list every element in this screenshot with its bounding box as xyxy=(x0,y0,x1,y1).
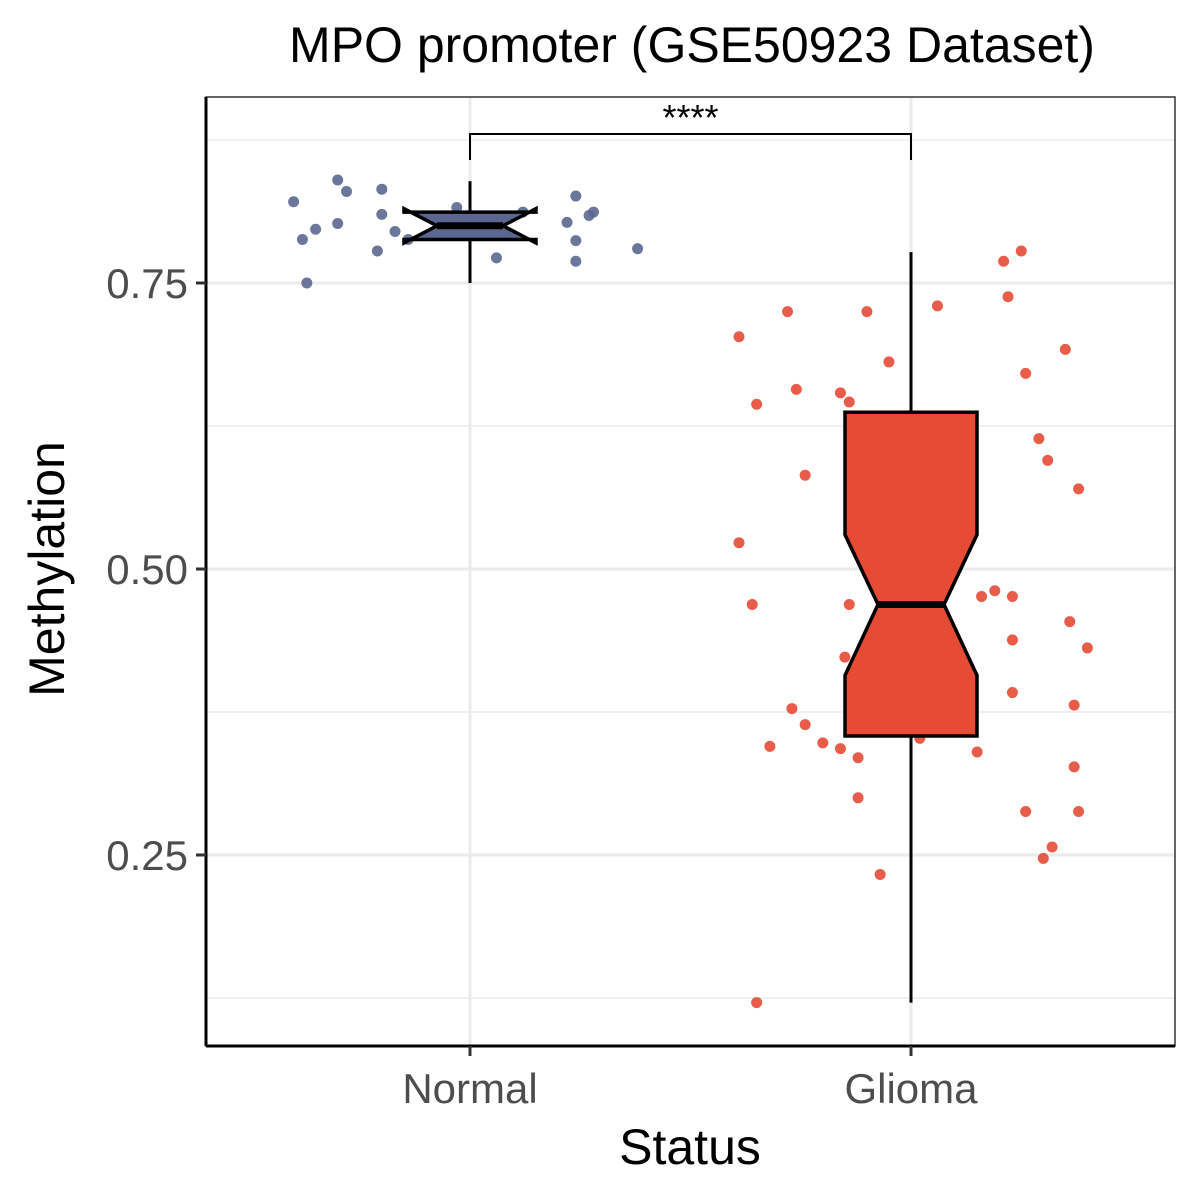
data-point-glioma xyxy=(989,585,1001,597)
data-point-glioma xyxy=(1037,852,1049,864)
data-point-glioma xyxy=(1073,806,1085,818)
data-point-glioma xyxy=(799,469,811,481)
data-point-glioma xyxy=(834,387,846,399)
data-point-glioma xyxy=(843,396,855,408)
data-point-normal xyxy=(389,226,401,238)
data-point-glioma xyxy=(1006,687,1018,699)
y-axis-title: Methylation xyxy=(19,441,75,697)
data-point-glioma xyxy=(733,537,745,549)
significance-label: **** xyxy=(662,97,718,138)
data-point-normal xyxy=(310,223,322,235)
data-point-glioma xyxy=(751,997,763,1009)
data-point-normal xyxy=(561,216,573,228)
data-point-glioma xyxy=(786,703,798,715)
data-point-glioma xyxy=(861,306,873,318)
data-point-glioma xyxy=(746,598,758,610)
data-point-normal xyxy=(332,174,344,186)
data-point-glioma xyxy=(1073,483,1085,495)
data-point-glioma xyxy=(1020,367,1032,379)
data-point-glioma xyxy=(1020,806,1032,818)
data-point-glioma xyxy=(782,306,794,318)
data-point-glioma xyxy=(790,383,802,395)
data-point-normal xyxy=(583,210,595,222)
data-point-glioma xyxy=(1068,761,1080,773)
data-point-glioma xyxy=(874,868,886,880)
data-point-glioma xyxy=(839,651,851,663)
data-point-normal xyxy=(288,196,300,208)
panel-border xyxy=(205,96,1176,1047)
jitter-points xyxy=(288,174,1093,1009)
data-point-glioma xyxy=(971,746,983,758)
x-tick-label: Normal xyxy=(402,1065,537,1112)
data-point-glioma xyxy=(1033,433,1045,445)
x-axis-title: Status xyxy=(619,1119,761,1175)
data-point-glioma xyxy=(852,792,864,804)
significance-bracket xyxy=(469,133,912,160)
data-point-glioma xyxy=(998,255,1010,267)
data-point-glioma xyxy=(931,300,943,312)
data-point-glioma xyxy=(799,719,811,731)
data-point-glioma xyxy=(1042,454,1054,466)
axes: 0.25 0.50 0.75 Normal Glioma xyxy=(106,260,978,1112)
data-point-normal xyxy=(490,252,502,264)
grid-lines xyxy=(206,97,1175,1046)
data-point-glioma xyxy=(1068,699,1080,711)
data-point-glioma xyxy=(834,743,846,755)
data-point-glioma xyxy=(1006,590,1018,602)
data-point-normal xyxy=(570,190,582,202)
data-point-glioma xyxy=(843,598,855,610)
data-point-normal xyxy=(632,243,644,255)
y-tick-label: 0.75 xyxy=(106,260,188,307)
data-point-normal xyxy=(570,235,582,247)
data-point-glioma xyxy=(976,590,988,602)
data-point-glioma xyxy=(1059,343,1071,355)
y-tick-label: 0.25 xyxy=(106,832,188,879)
data-point-glioma xyxy=(1064,616,1076,628)
data-point-glioma xyxy=(883,356,895,368)
data-point-normal xyxy=(341,185,353,197)
data-point-glioma xyxy=(1015,245,1027,257)
data-point-normal xyxy=(301,277,313,289)
data-point-glioma xyxy=(751,398,763,410)
data-point-glioma xyxy=(1002,291,1014,303)
data-point-glioma xyxy=(817,737,829,749)
data-point-normal xyxy=(376,183,388,195)
chart-title: MPO promoter (GSE50923 Dataset) xyxy=(289,17,1095,73)
data-point-normal xyxy=(570,255,582,267)
data-point-normal xyxy=(371,245,383,257)
data-point-glioma xyxy=(1081,642,1093,654)
y-tick-label: 0.50 xyxy=(106,546,188,593)
x-tick-label: Glioma xyxy=(844,1065,978,1112)
significance-annotation: **** xyxy=(469,97,912,160)
data-point-normal xyxy=(296,234,308,246)
data-point-normal xyxy=(451,201,463,213)
data-point-normal xyxy=(332,218,344,230)
data-point-glioma xyxy=(1006,634,1018,646)
data-point-normal xyxy=(376,208,388,220)
data-point-glioma xyxy=(733,331,745,343)
data-point-glioma xyxy=(764,740,776,752)
data-point-glioma xyxy=(1046,841,1058,853)
box-glioma xyxy=(843,410,979,738)
data-point-glioma xyxy=(852,752,864,764)
boxes xyxy=(402,181,979,1003)
